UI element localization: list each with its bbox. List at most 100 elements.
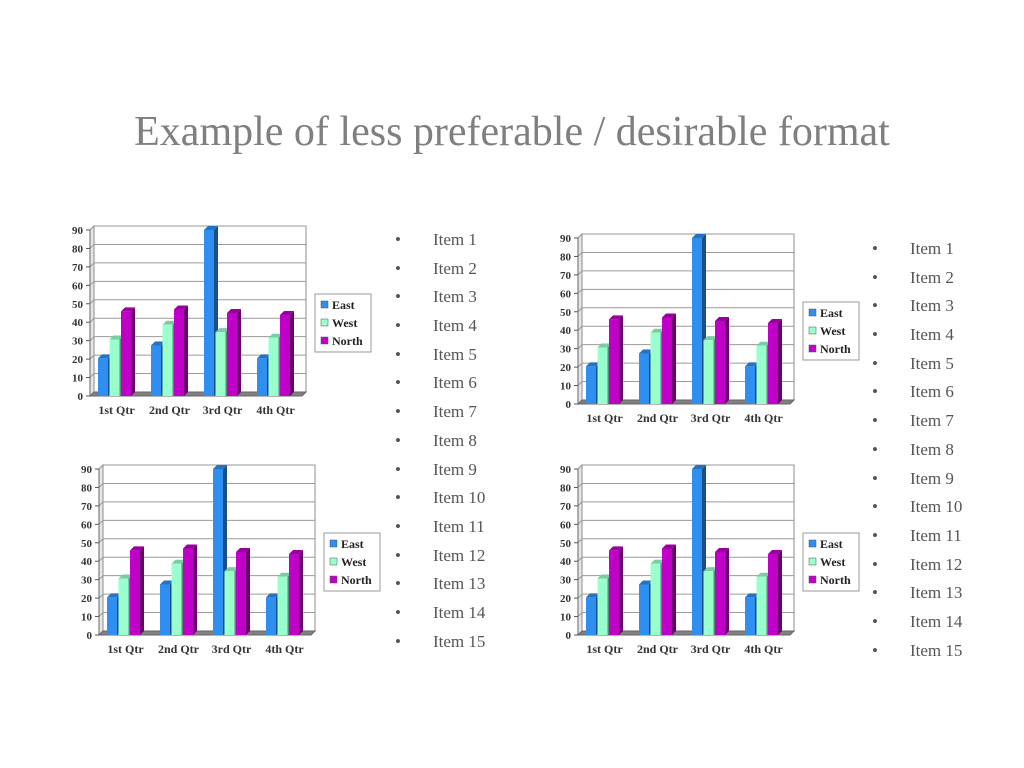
x-category-label: 2nd Qtr bbox=[149, 403, 191, 417]
bullet-item: Item 15 bbox=[395, 628, 485, 657]
bullet-item: Item 2 bbox=[872, 264, 962, 293]
y-tick-label: 20 bbox=[72, 354, 84, 366]
legend-label: North bbox=[341, 573, 372, 587]
legend-swatch bbox=[329, 539, 338, 548]
bullet-item: Item 1 bbox=[395, 226, 485, 255]
y-tick-label: 50 bbox=[560, 307, 572, 319]
y-tick-label: 60 bbox=[560, 288, 572, 300]
y-tick-label: 10 bbox=[560, 612, 572, 624]
chart-legend: East West North bbox=[802, 301, 860, 361]
bar-chart-svg: 0 10 20 30 40 50 60 70 80 90 1st Qtr 2nd Qtr 3rd Qtr… bbox=[560, 463, 860, 656]
y-tick-label: 0 bbox=[566, 399, 572, 411]
y-tick-label: 30 bbox=[72, 336, 84, 348]
bar-chart-svg: 0 10 20 30 40 50 60 70 80 90 1st Qtr 2nd Qtr 3rd Qtr… bbox=[560, 232, 860, 425]
y-tick-label: 20 bbox=[560, 362, 572, 374]
legend-label: East bbox=[820, 537, 843, 551]
y-tick-label: 80 bbox=[72, 243, 84, 255]
legend-swatch bbox=[808, 575, 817, 584]
side-wall bbox=[89, 224, 95, 398]
legend-swatch bbox=[808, 557, 817, 566]
legend-label: West bbox=[820, 324, 845, 338]
legend-swatch bbox=[808, 308, 817, 317]
chart-legend: East West North bbox=[314, 293, 372, 353]
gridline bbox=[98, 538, 315, 544]
legend-label: East bbox=[341, 537, 364, 551]
x-category-label: 2nd Qtr bbox=[158, 642, 200, 656]
slide-title: Example of less preferable / desirable f… bbox=[134, 109, 890, 155]
x-category-label: 1st Qtr bbox=[586, 642, 623, 656]
side-wall bbox=[98, 463, 104, 637]
y-tick-label: 50 bbox=[560, 538, 572, 550]
bullet-item: Item 2 bbox=[395, 255, 485, 284]
y-tick-label: 20 bbox=[81, 593, 93, 605]
y-tick-label: 90 bbox=[72, 225, 84, 237]
bar-north-3rd-qtr bbox=[715, 548, 729, 635]
gridline bbox=[577, 501, 794, 507]
bar-north-2nd-qtr bbox=[183, 544, 197, 635]
bar-north-2nd-qtr bbox=[662, 544, 676, 635]
bullet-item: Item 12 bbox=[395, 542, 485, 571]
bullet-item: Item 9 bbox=[395, 456, 485, 485]
gridline bbox=[577, 307, 794, 313]
bullet-item: Item 8 bbox=[395, 427, 485, 456]
gridline bbox=[89, 225, 306, 231]
bar-chart-svg: 0 10 20 30 40 50 60 70 80 90 1st Qtr 2nd Qtr 3rd Qtr… bbox=[81, 463, 381, 656]
y-tick-label: 0 bbox=[566, 630, 572, 642]
gridline bbox=[98, 519, 315, 525]
bullet-item: Item 7 bbox=[395, 398, 485, 427]
bullet-item: Item 13 bbox=[395, 570, 485, 599]
x-category-label: 3rd Qtr bbox=[212, 642, 252, 656]
y-tick-label: 0 bbox=[87, 630, 93, 642]
x-category-label: 3rd Qtr bbox=[691, 411, 731, 425]
x-category-label: 4th Qtr bbox=[744, 411, 783, 425]
y-tick-label: 80 bbox=[560, 251, 572, 263]
legend-swatch bbox=[320, 300, 329, 309]
legend-label: North bbox=[820, 573, 851, 587]
bullet-item: Item 4 bbox=[395, 312, 485, 341]
gridline bbox=[577, 251, 794, 257]
bar-north-4th-qtr bbox=[280, 311, 294, 396]
bar-north-4th-qtr bbox=[768, 319, 782, 404]
bullet-item: Item 1 bbox=[872, 235, 962, 264]
bar-north-3rd-qtr bbox=[236, 548, 250, 635]
bullet-item: Item 5 bbox=[872, 350, 962, 379]
legend-label: East bbox=[820, 306, 843, 320]
bullet-item: Item 6 bbox=[872, 378, 962, 407]
bullet-item: Item 6 bbox=[395, 369, 485, 398]
x-category-label: 1st Qtr bbox=[98, 403, 135, 417]
bar-north-3rd-qtr bbox=[715, 317, 729, 404]
bar-north-2nd-qtr bbox=[174, 305, 188, 396]
gridline bbox=[98, 501, 315, 507]
chart-bottom-left: 0 10 20 30 40 50 60 70 80 90 1st Qtr 2nd Qtr 3rd Qtr… bbox=[49, 461, 389, 661]
y-tick-label: 90 bbox=[560, 464, 572, 476]
y-tick-label: 90 bbox=[81, 464, 93, 476]
bullet-item: Item 14 bbox=[872, 608, 962, 637]
y-tick-label: 50 bbox=[81, 538, 93, 550]
x-category-label: 1st Qtr bbox=[107, 642, 144, 656]
gridline bbox=[98, 464, 315, 470]
y-tick-label: 70 bbox=[560, 270, 572, 282]
y-tick-label: 60 bbox=[72, 280, 84, 292]
bullet-item: Item 14 bbox=[395, 599, 485, 628]
bullet-item: Item 5 bbox=[395, 341, 485, 370]
y-tick-label: 50 bbox=[72, 299, 84, 311]
legend-swatch bbox=[808, 539, 817, 548]
y-tick-label: 20 bbox=[560, 593, 572, 605]
y-tick-label: 40 bbox=[560, 556, 572, 568]
gridline bbox=[577, 538, 794, 544]
x-category-label: 1st Qtr bbox=[586, 411, 623, 425]
gridline bbox=[577, 482, 794, 488]
gridline bbox=[577, 270, 794, 276]
x-category-label: 3rd Qtr bbox=[691, 642, 731, 656]
legend-swatch bbox=[320, 318, 329, 327]
side-wall bbox=[577, 232, 583, 406]
x-category-label: 4th Qtr bbox=[265, 642, 304, 656]
legend-label: East bbox=[332, 298, 355, 312]
legend-swatch bbox=[808, 344, 817, 353]
bullet-item: Item 3 bbox=[395, 283, 485, 312]
bullet-item: Item 10 bbox=[872, 493, 962, 522]
y-tick-label: 30 bbox=[560, 344, 572, 356]
bar-north-3rd-qtr bbox=[227, 309, 241, 396]
y-tick-label: 10 bbox=[72, 373, 84, 385]
gridline bbox=[89, 243, 306, 249]
